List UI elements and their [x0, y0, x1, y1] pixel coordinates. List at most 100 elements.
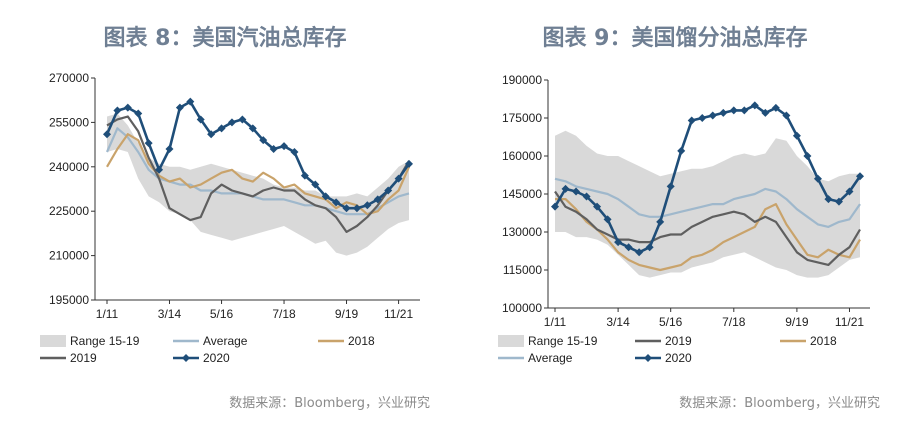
y-tick-label: 160000	[502, 149, 542, 163]
data-point-2020	[845, 187, 854, 196]
series-line-y2018	[555, 198, 861, 272]
source-note: 数据来源：Bloomberg，兴业研究	[229, 396, 430, 411]
legend-label-y2019: 2019	[665, 334, 692, 348]
x-tick-label: 3/14	[606, 315, 630, 329]
legend-swatch-range	[498, 335, 524, 347]
data-point-2020	[698, 114, 707, 122]
data-point-2020	[624, 243, 633, 252]
y-tick-label: 190000	[502, 73, 542, 87]
data-point-2020	[856, 172, 864, 181]
x-tick-label: 11/21	[384, 307, 413, 321]
y-tick-label: 195000	[49, 293, 89, 307]
data-point-2020	[103, 130, 111, 139]
x-tick-label: 3/14	[158, 307, 182, 321]
x-tick-label: 7/18	[272, 307, 296, 321]
data-point-2020	[363, 201, 372, 210]
data-point-2020	[155, 165, 164, 174]
y-tick-label: 115000	[503, 263, 542, 277]
chart-distillate-svg: 100000 115000 130000 145000 160000 175000 1900…	[498, 73, 870, 365]
data-point-2020	[635, 248, 644, 257]
data-point-2020	[824, 195, 833, 204]
data-point-2020	[813, 174, 822, 183]
legend-label-y2018: 2018	[348, 334, 375, 348]
data-point-2020	[677, 146, 686, 155]
x-tick-label: 5/16	[659, 315, 683, 329]
data-point-2020	[269, 145, 278, 154]
x-tick-label: 7/18	[722, 315, 746, 329]
legend-label-y2018: 2018	[810, 334, 837, 348]
data-point-2020	[656, 217, 665, 226]
y-tick-label: 255000	[49, 115, 89, 129]
legend-label-average: Average	[528, 351, 573, 365]
source-note: 数据来源：Bloomberg，兴业研究	[679, 396, 880, 411]
data-point-2020	[227, 118, 236, 127]
data-point-2020	[207, 130, 216, 139]
data-point-2020	[729, 106, 738, 115]
legend-label-y2019: 2019	[70, 351, 97, 365]
data-point-2020	[217, 124, 226, 133]
data-point-2020	[394, 174, 403, 183]
legend-marker-2020	[182, 354, 190, 362]
data-point-2020	[708, 111, 717, 120]
data-point-2020	[300, 171, 309, 180]
data-point-2020	[280, 142, 289, 151]
data-point-2020	[666, 182, 675, 191]
data-point-2020	[248, 124, 257, 133]
chart-panel-gasoline: 图表 8：美国汽油总库存 195000 210000 225000 240000 255…	[40, 26, 430, 411]
y-tick-label: 270000	[49, 71, 89, 85]
data-point-2020	[572, 187, 581, 196]
series-line-average	[554, 177, 861, 228]
legend-label-y2020: 2020	[203, 351, 230, 365]
x-tick-label: 1/11	[96, 307, 119, 321]
data-point-2020	[332, 198, 341, 207]
data-point-2020	[123, 103, 132, 112]
data-point-2020	[113, 106, 122, 115]
data-point-2020	[321, 192, 330, 201]
legend-label-average: Average	[203, 334, 248, 348]
y-tick-label: 145000	[502, 187, 542, 201]
data-point-2020	[342, 204, 351, 213]
series-line-y2019	[554, 190, 861, 266]
data-point-2020	[719, 108, 728, 117]
data-point-2020	[593, 202, 602, 211]
x-tick-label: 9/19	[335, 307, 359, 321]
data-point-2020	[603, 215, 612, 224]
data-point-2020	[165, 145, 174, 154]
series-line-y2019	[106, 115, 410, 233]
data-point-2020	[761, 108, 770, 117]
chart-gasoline-svg: 195000 210000 225000 240000 255000 270000 1/11…	[40, 71, 420, 365]
data-point-2020	[311, 180, 320, 189]
data-point-2020	[196, 115, 205, 124]
chart-panel-distillate: 图表 9：美国馏分油总库存 100000 115000 130000 145000 16…	[450, 0, 900, 421]
y-tick-label: 225000	[49, 204, 89, 218]
data-point-2020	[134, 109, 143, 118]
data-point-2020	[740, 106, 749, 115]
data-point-2020	[290, 148, 299, 156]
x-tick-label: 11/21	[835, 315, 864, 329]
legend-label-y2020: 2020	[665, 351, 692, 365]
chart-title: 图表 9：美国馏分油总库存	[542, 26, 808, 51]
data-point-2020	[782, 111, 791, 120]
data-point-2020	[373, 195, 382, 204]
legend-swatch-range	[40, 335, 66, 347]
y-tick-label: 240000	[49, 160, 89, 174]
data-point-2020	[551, 202, 559, 211]
y-tick-label: 130000	[502, 225, 542, 239]
legend-label-range: Range 15-19	[528, 334, 598, 348]
data-point-2020	[750, 101, 759, 110]
legend-label-range: Range 15-19	[70, 334, 140, 348]
data-point-2020	[405, 159, 413, 168]
data-point-2020	[614, 238, 623, 247]
data-point-2020	[792, 131, 801, 140]
x-tick-label: 5/16	[210, 307, 234, 321]
data-point-2020	[352, 204, 361, 213]
range-band	[107, 113, 409, 256]
data-point-2020	[687, 116, 696, 125]
x-tick-label: 9/19	[785, 315, 809, 329]
data-point-2020	[561, 184, 570, 193]
y-tick-label: 100000	[502, 301, 542, 315]
data-point-2020	[175, 103, 184, 112]
chart-title: 图表 8：美国汽油总库存	[103, 26, 347, 51]
data-point-2020	[803, 152, 812, 160]
data-point-2020	[259, 136, 268, 145]
